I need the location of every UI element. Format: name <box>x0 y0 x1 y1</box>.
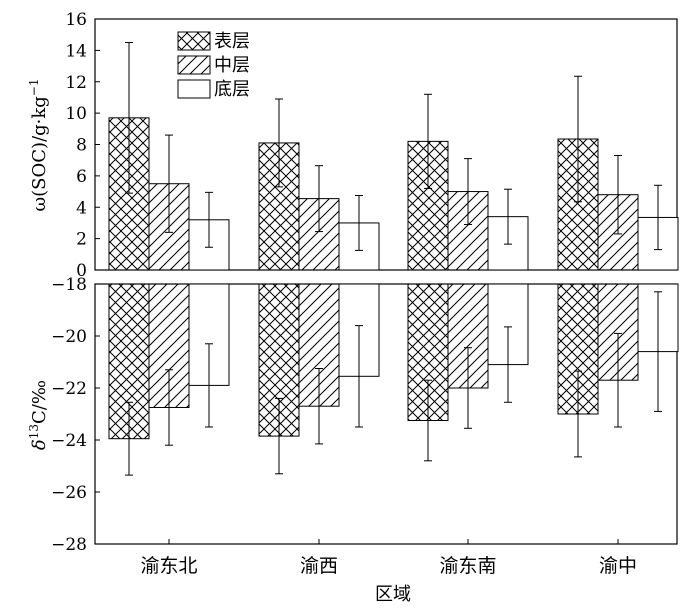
y-tick-label: 0 <box>76 261 87 281</box>
category-label: 渝东北 <box>140 555 197 577</box>
y-tick-label: −28 <box>51 535 87 555</box>
legend-label: 表层 <box>214 31 250 52</box>
bottom-y-axis-title-post: C/‰ <box>29 380 50 424</box>
bottom-y-axis-title-pre: δ <box>29 439 50 450</box>
y-tick-label: 6 <box>76 167 87 187</box>
category-label: 渝西 <box>300 555 338 577</box>
y-tick-label: −22 <box>51 379 87 399</box>
bottom-panel: δ13C/‰ 区域 −18 −20 −22 −24 −26 −28 渝东北 渝西 渝东南 渝中 <box>27 275 679 605</box>
y-tick-label: 2 <box>76 230 87 250</box>
y-tick-label: 12 <box>65 73 87 93</box>
top-y-axis-title-main: ω(SOC)/g·kg <box>29 96 50 211</box>
y-tick-label: −26 <box>51 483 87 503</box>
legend-swatch <box>177 55 211 75</box>
y-tick-label: −18 <box>51 275 87 295</box>
legend-swatch <box>177 31 211 51</box>
y-tick-label: 14 <box>65 41 87 61</box>
y-tick-label: 4 <box>76 198 87 218</box>
y-tick-label: 16 <box>65 10 87 30</box>
bottom-y-axis-title: δ13C/‰ <box>27 380 50 450</box>
legend-label: 底层 <box>214 79 250 100</box>
x-axis-title: 区域 <box>375 584 411 605</box>
bottom-y-axis-title-sup: 13 <box>27 424 41 439</box>
legend-label: 中层 <box>214 55 250 76</box>
y-tick-label: 10 <box>65 104 87 124</box>
legend-swatch <box>177 79 211 99</box>
y-tick-label: −20 <box>51 327 87 347</box>
y-tick-label: 8 <box>76 136 87 156</box>
category-label: 渝中 <box>599 555 637 577</box>
top-y-axis-title: ω(SOC)/g·kg−1 <box>27 78 50 211</box>
category-label: 渝东南 <box>439 555 496 577</box>
y-tick-label: −24 <box>51 431 87 451</box>
plot-frame <box>94 283 678 545</box>
top-y-axis-title-sup: −1 <box>27 78 41 96</box>
